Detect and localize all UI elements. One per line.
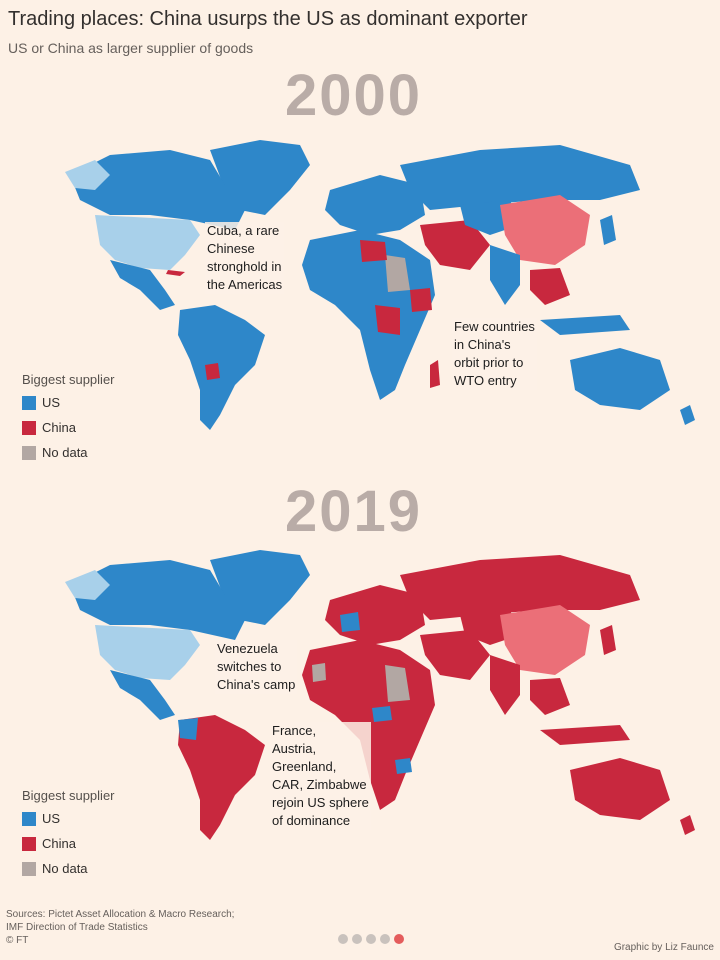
legend-item-us-2019: US — [22, 811, 115, 826]
china-2019 — [500, 605, 590, 675]
china-2000 — [500, 195, 590, 265]
indonesia-2019 — [540, 725, 630, 745]
legend-title-2000: Biggest supplier — [22, 372, 115, 387]
legend-label-china: China — [42, 420, 76, 435]
pager-dot-5-active[interactable] — [394, 934, 404, 944]
west-sahara-2019 — [312, 663, 326, 682]
zimbabwe-2019 — [395, 758, 412, 774]
france-2019 — [340, 612, 360, 632]
russia-2000 — [400, 145, 640, 210]
swatch-no-data-2019 — [22, 861, 36, 876]
indonesia-2000 — [540, 315, 630, 335]
india-2019 — [490, 655, 520, 715]
colombia-2019 — [178, 718, 198, 740]
middle-east-2000 — [420, 220, 490, 270]
new-zealand-2019 — [680, 815, 695, 835]
greenland-2019 — [210, 550, 310, 625]
sudan-2000 — [385, 255, 410, 292]
legend-label-no-data-2019: No data — [42, 861, 88, 876]
annotation-cuba-text: Cuba, a rare Chinese stronghold in the A… — [207, 223, 283, 292]
swatch-china — [22, 420, 36, 435]
south-america-2000 — [178, 305, 265, 430]
greenland-2000 — [210, 140, 310, 215]
annotation-rejoin-text: France, Austria, Greenland, CAR, Zimbabw… — [272, 723, 369, 828]
canada-2019 — [70, 560, 245, 640]
annotation-rejoin: France, Austria, Greenland, CAR, Zimbabw… — [270, 722, 371, 830]
russia-2019 — [400, 555, 640, 620]
legend-2019: Biggest supplier US China No data — [22, 788, 115, 886]
world-map-2019 — [65, 550, 695, 840]
annotation-venezuela: Venezuela switches to China's camp — [215, 640, 298, 694]
pager-dot-2[interactable] — [352, 934, 362, 944]
sources-text: Sources: Pictet Asset Allocation & Macro… — [6, 909, 235, 946]
year-label-2000: 2000 — [285, 63, 423, 128]
annotation-cuba: Cuba, a rare Chinese stronghold in the A… — [205, 222, 285, 294]
japan-2000 — [600, 215, 616, 245]
usa-2019 — [95, 625, 200, 680]
australia-2000 — [570, 348, 670, 410]
legend-2000: Biggest supplier US China No data — [22, 372, 115, 470]
alaska-2019 — [65, 570, 110, 600]
southeast-asia-2000 — [530, 268, 570, 305]
sudan-2019 — [385, 665, 410, 702]
japan-2019 — [600, 625, 616, 655]
world-map-2000 — [65, 140, 695, 430]
mexico-2000 — [110, 260, 175, 310]
australia-2019 — [570, 758, 670, 820]
paraguay-2000 — [205, 363, 220, 380]
legend-title-2019: Biggest supplier — [22, 788, 115, 803]
cuba-2000 — [166, 270, 185, 276]
legend-label-us-2019: US — [42, 811, 61, 826]
legend-item-china-2019: China — [22, 836, 115, 851]
usa-2000 — [95, 215, 200, 270]
swatch-china-2019 — [22, 836, 36, 851]
legend-item-us-2000: US — [22, 395, 115, 410]
graphic-credit: Graphic by Liz Faunce — [613, 942, 714, 953]
middle-east-2019 — [420, 630, 490, 680]
annotation-china-orbit-text: Few countries in China's orbit prior to … — [454, 319, 535, 388]
pager-dot-3[interactable] — [366, 934, 376, 944]
swatch-us-2019 — [22, 811, 36, 826]
legend-label-china-2019: China — [42, 836, 76, 851]
page-title: Trading places: China usurps the US as d… — [8, 8, 528, 30]
swatch-us — [22, 395, 36, 410]
india-2000 — [490, 245, 520, 305]
ethiopia-2000 — [410, 288, 432, 312]
alaska-2000 — [65, 160, 110, 190]
legend-item-nodata-2000: No data — [22, 445, 115, 460]
legend-item-nodata-2019: No data — [22, 861, 115, 876]
mexico-2019 — [110, 670, 175, 720]
annotation-china-orbit: Few countries in China's orbit prior to … — [452, 318, 537, 390]
page-subtitle: US or China as larger supplier of goods — [8, 40, 254, 56]
year-label-2019: 2019 — [285, 479, 423, 544]
central-africa-2000 — [375, 305, 400, 335]
sources-note: Sources: Pictet Asset Allocation & Macro… — [6, 908, 234, 947]
southeast-asia-2019 — [530, 678, 570, 715]
legend-label-us: US — [42, 395, 61, 410]
south-america-2019 — [178, 715, 265, 840]
legend-label-no-data: No data — [42, 445, 88, 460]
canada-2000 — [70, 150, 245, 230]
pager-dot-1[interactable] — [338, 934, 348, 944]
pager-dots[interactable] — [338, 934, 404, 944]
libya-2000 — [360, 240, 387, 262]
madagascar-2000 — [430, 360, 440, 388]
annotation-venezuela-text: Venezuela switches to China's camp — [217, 641, 296, 692]
pager-dot-4[interactable] — [380, 934, 390, 944]
legend-item-china-2000: China — [22, 420, 115, 435]
new-zealand-2000 — [680, 405, 695, 425]
europe-2000 — [325, 175, 425, 235]
car-2019 — [372, 706, 392, 722]
swatch-no-data — [22, 445, 36, 460]
